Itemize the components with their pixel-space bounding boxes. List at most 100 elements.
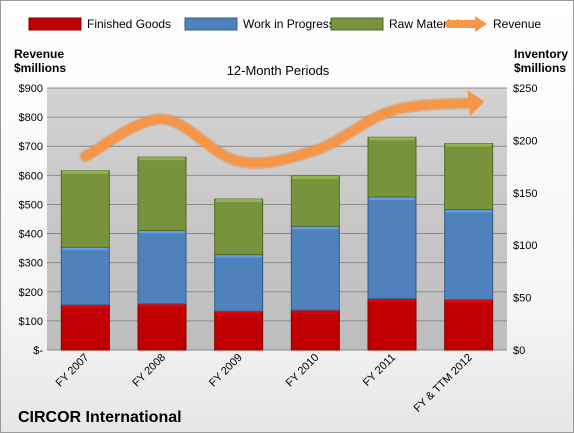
left-tick-label: $500 — [19, 199, 43, 211]
right-tick-label: $0 — [513, 345, 525, 357]
revenue-line — [79, 90, 485, 170]
bar-fill — [444, 209, 494, 301]
right-axis-title-line1: Inventory — [514, 47, 568, 61]
legend-item-finished-goods: Finished Goods — [28, 17, 171, 31]
bar-fill — [137, 303, 187, 351]
bar-segment-finished-goods — [214, 310, 264, 351]
bar-fill — [367, 298, 417, 351]
left-tick-label: $200 — [19, 287, 43, 299]
bar-highlight — [445, 209, 492, 213]
bar-segment-finished-goods — [444, 299, 494, 351]
bar-fill — [137, 230, 187, 305]
left-tick-label: $800 — [19, 112, 43, 124]
left-tick-label: $100 — [19, 316, 43, 328]
bar-segment-raw-materials — [367, 136, 417, 198]
bar-highlight — [292, 226, 339, 230]
bar-segment-raw-materials — [137, 156, 187, 232]
left-axis-title-line1: Revenue — [14, 47, 64, 61]
legend-label: Raw Materials — [389, 17, 465, 31]
category-label: FY 2008 — [130, 352, 168, 390]
legend-label: Revenue — [493, 17, 541, 31]
bar-highlight — [62, 304, 109, 308]
revenue-line-path — [80, 98, 474, 168]
legend-label: Finished Goods — [87, 17, 171, 31]
legend-label: Work in Progress — [243, 17, 335, 31]
bar-segment-work-in-progress — [60, 246, 110, 306]
right-tick-label: $200 — [513, 135, 537, 147]
category-label: FY 2009 — [207, 352, 245, 390]
category-labels: FY 2007 FY 2008 FY 2009 FY 2010 FY 2011 FY & … — [54, 352, 475, 415]
right-tick-label: $250 — [513, 83, 537, 95]
chart-subtitle: 12-Month Periods — [227, 63, 330, 78]
bar-segment-work-in-progress — [290, 225, 340, 311]
bar-highlight — [445, 143, 492, 147]
bar-highlight — [215, 311, 262, 315]
legend-swatch-arrow — [475, 16, 487, 32]
left-tick-label: $- — [33, 345, 43, 357]
bar-highlight — [292, 310, 339, 314]
bar-highlight — [215, 254, 262, 258]
plot-area — [47, 88, 507, 350]
category-label: FY 2011 — [361, 352, 398, 389]
legend-swatch — [184, 17, 238, 31]
left-tick-label: $700 — [19, 141, 43, 153]
gridlines — [47, 87, 507, 351]
bar-fill — [367, 196, 417, 300]
left-tick-label: $900 — [19, 83, 43, 95]
bar-fill — [214, 254, 264, 312]
bar-segment-finished-goods — [367, 298, 417, 351]
legend-swatch — [330, 17, 384, 31]
right-axis-title-line2: $millions — [514, 61, 566, 75]
bar-fill — [444, 143, 494, 211]
left-axis-title-line2: $millions — [14, 61, 66, 75]
legend-item-revenue: Revenue — [445, 16, 541, 32]
left-tick-label: $400 — [19, 229, 43, 241]
bar-segment-work-in-progress — [444, 209, 494, 301]
bar-fill — [444, 299, 494, 351]
bar-segment-raw-materials — [214, 198, 264, 256]
bar-segment-work-in-progress — [367, 196, 417, 300]
bar-fill — [290, 175, 340, 227]
bar-segment-work-in-progress — [137, 230, 187, 305]
company-name: CIRCOR International — [18, 409, 182, 426]
right-tick-label: $50 — [513, 293, 531, 305]
bar-fill — [137, 156, 187, 232]
bar-fill — [214, 198, 264, 256]
left-tick-label: $300 — [19, 258, 43, 270]
bar-fill — [367, 136, 417, 198]
bar-fill — [60, 246, 110, 306]
right-tick-label: $150 — [513, 188, 537, 200]
bar-highlight — [139, 303, 185, 307]
bar-segment-finished-goods — [60, 304, 110, 351]
right-tick-label: $100 — [513, 240, 537, 252]
bar-highlight — [445, 299, 492, 303]
bar-highlight — [292, 176, 339, 180]
tick-labels: $- $100 $200 $300 $400 $500 $600 $700 $800 $900 $0… — [19, 83, 538, 357]
bar-segment-finished-goods — [290, 309, 340, 351]
category-label: FY 2007 — [54, 352, 92, 390]
bar-highlight — [215, 199, 262, 203]
bar-highlight — [369, 137, 415, 141]
bar-segment-raw-materials — [290, 175, 340, 227]
bar-highlight — [139, 230, 185, 234]
bar-segment-work-in-progress — [214, 254, 264, 312]
category-label: FY 2010 — [284, 352, 322, 390]
bar-fill — [60, 304, 110, 351]
left-tick-label: $600 — [19, 170, 43, 182]
bar-fill — [290, 225, 340, 311]
bar-fill — [290, 309, 340, 351]
bars — [60, 136, 494, 351]
bar-highlight — [369, 196, 415, 200]
revenue-arrowhead — [467, 90, 485, 117]
bar-highlight — [62, 170, 109, 174]
legend: Finished Goods Work in Progress Raw Materi… — [28, 16, 541, 32]
category-label: FY & TTM 2012 — [412, 352, 475, 415]
bar-fill — [214, 310, 264, 351]
bar-highlight — [369, 298, 415, 302]
bar-segment-raw-materials — [444, 143, 494, 211]
bar-fill — [60, 170, 110, 248]
bar-highlight — [139, 157, 185, 161]
legend-item-work-in-progress: Work in Progress — [184, 17, 335, 31]
legend-swatch — [28, 17, 82, 31]
